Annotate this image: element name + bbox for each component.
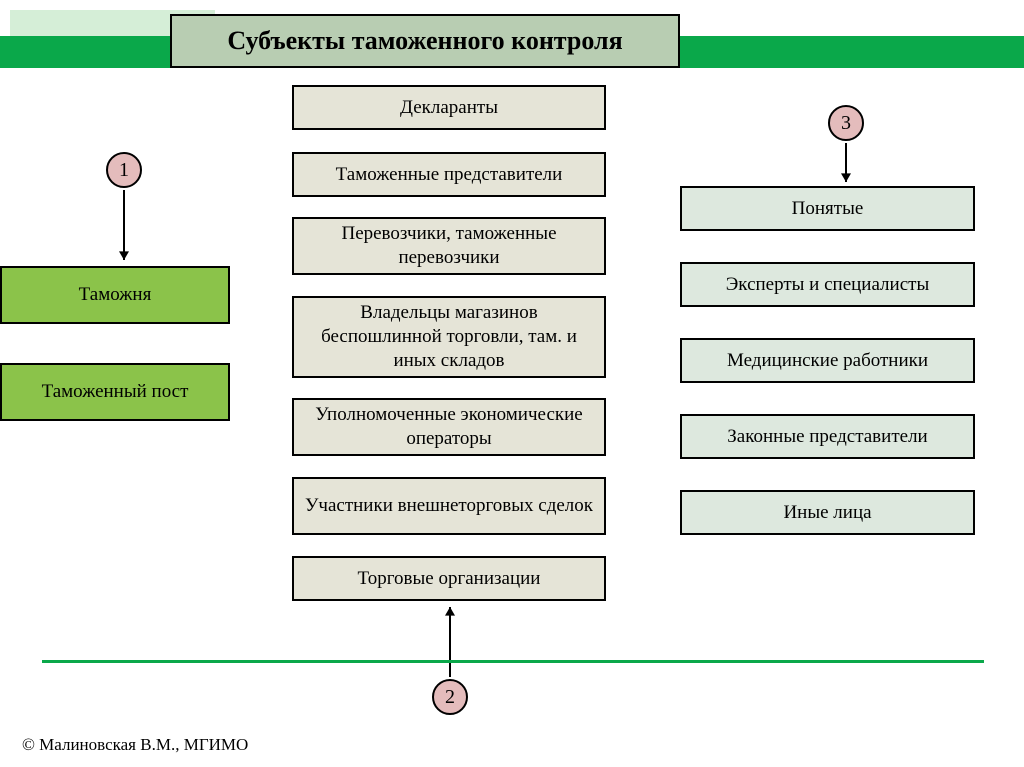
col3-box-3: Законные представители — [680, 414, 975, 459]
col2-box-2: Перевозчики, таможенные перевозчики — [292, 217, 606, 275]
col2-box-0: Декларанты — [292, 85, 606, 130]
arrow-3 — [834, 131, 858, 194]
col3-box-0: Понятые — [680, 186, 975, 231]
col3-box-1: Эксперты и специалисты — [680, 262, 975, 307]
copyright-text: © Малиновская В.М., МГИМО — [22, 735, 248, 755]
col2-box-1: Таможенные представители — [292, 152, 606, 197]
col3-box-2: Медицинские работники — [680, 338, 975, 383]
col2-box-3: Владельцы магазинов беспошлинной торговл… — [292, 296, 606, 378]
diagram-title: Субъекты таможенного контроля — [170, 14, 680, 68]
col1-box-0: Таможня — [0, 266, 230, 324]
col1-box-1: Таможенный пост — [0, 363, 230, 421]
col3-box-4: Иные лица — [680, 490, 975, 535]
diagram-canvas: Субъекты таможенного контроля 1 2 3 Тамо… — [0, 0, 1024, 767]
arrow-1 — [112, 178, 136, 272]
col2-box-4: Уполномоченные экономические операторы — [292, 398, 606, 456]
bottom-divider — [42, 660, 984, 663]
col2-box-5: Участники внешнеторговых сделок — [292, 477, 606, 535]
arrow-2 — [438, 595, 462, 689]
